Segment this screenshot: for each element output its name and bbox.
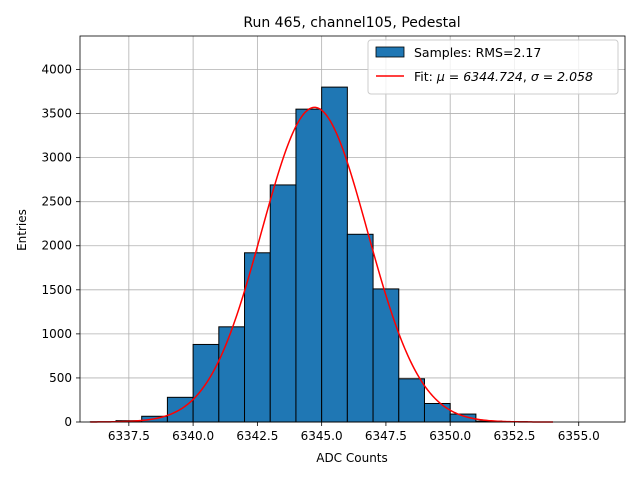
y-axis-label: Entries	[15, 209, 29, 251]
legend: Samples: RMS=2.17 Fit: μ = 6344.724, σ =…	[368, 40, 618, 94]
y-tick-label: 1500	[41, 283, 72, 297]
x-tick-label: 6350.0	[429, 429, 471, 443]
y-tick-label: 2500	[41, 195, 72, 209]
y-tick-label: 500	[49, 371, 72, 385]
histogram-bar	[399, 379, 425, 422]
y-tick-label: 0	[64, 415, 72, 429]
histogram-bar	[219, 327, 245, 422]
histogram-bar	[296, 109, 322, 422]
x-axis-label: ADC Counts	[316, 451, 388, 465]
y-tick-label: 2000	[41, 239, 72, 253]
x-tick-label: 6342.5	[236, 429, 278, 443]
legend-label-fit-mu: μ = 6344.724	[436, 69, 523, 84]
legend-label-fit-prefix: Fit:	[414, 69, 437, 84]
histogram-bar	[373, 289, 399, 422]
histogram-bar	[424, 403, 450, 422]
legend-label-samples: Samples: RMS=2.17	[414, 45, 541, 60]
x-tick-label: 6337.5	[108, 429, 150, 443]
legend-swatch-samples	[376, 47, 404, 57]
y-tick-label: 3000	[41, 151, 72, 165]
x-tick-label: 6340.0	[172, 429, 214, 443]
x-tick-label: 6355.0	[558, 429, 600, 443]
y-tick-label: 1000	[41, 327, 72, 341]
x-tick-label: 6345.0	[301, 429, 343, 443]
histogram-bar	[270, 185, 296, 422]
chart-title: Run 465, channel105, Pedestal	[243, 15, 460, 31]
histogram-bar	[347, 234, 373, 422]
legend-label-fit-sep: ,	[523, 69, 531, 84]
histogram-bar	[322, 87, 348, 422]
y-tick-label: 3500	[41, 107, 72, 121]
legend-label-fit-sigma: σ = 2.058	[531, 69, 593, 84]
legend-label-fit: Fit: μ = 6344.724, σ = 2.058	[414, 69, 593, 84]
x-tick-label: 6352.5	[493, 429, 535, 443]
x-tick-label: 6347.5	[365, 429, 407, 443]
y-tick-label: 4000	[41, 62, 72, 76]
